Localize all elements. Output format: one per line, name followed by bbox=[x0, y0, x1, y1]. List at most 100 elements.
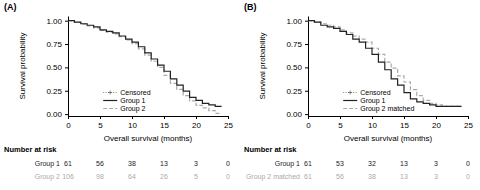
x-tick: 5 bbox=[338, 116, 343, 130]
legend-label: Censored bbox=[360, 89, 390, 96]
y-tick-mark bbox=[65, 114, 68, 115]
risk-count: 38 bbox=[368, 173, 376, 180]
risk-count: 64 bbox=[128, 173, 136, 180]
legend-swatch bbox=[103, 100, 117, 101]
survival-curve bbox=[308, 21, 462, 107]
y-axis: 0.00 0.25 0.50 0.75 1.00 bbox=[286, 17, 308, 120]
legend-label: Group 2 bbox=[120, 105, 145, 113]
x-tick-mark bbox=[340, 116, 341, 119]
y-tick-mark bbox=[305, 91, 308, 92]
risk-table-header: Number at risk bbox=[244, 145, 297, 154]
risk-row-label: Group 2 bbox=[35, 173, 60, 181]
y-tick-mark bbox=[65, 44, 68, 45]
x-tick: 10 bbox=[128, 116, 137, 130]
x-tick-mark bbox=[228, 116, 229, 119]
x-tick-mark bbox=[468, 116, 469, 119]
y-tick-label: 0.50 bbox=[46, 63, 62, 72]
y-tick-label: 0.25 bbox=[46, 87, 62, 96]
x-axis-line bbox=[309, 116, 469, 117]
x-tick: 0 bbox=[306, 116, 311, 130]
y-tick: 0.25 bbox=[46, 87, 68, 96]
legend-item: Group 2 bbox=[103, 105, 145, 113]
risk-count: 13 bbox=[160, 160, 168, 167]
x-tick-mark bbox=[372, 116, 373, 119]
legend-item: Group 1 bbox=[343, 97, 385, 105]
y-tick-label: 0.50 bbox=[286, 63, 302, 72]
risk-count: 0 bbox=[226, 160, 230, 167]
x-tick-label: 0 bbox=[66, 121, 71, 130]
y-tick-label: 1.00 bbox=[286, 17, 302, 26]
legend: CensoredGroup 1Group 2 bbox=[103, 89, 150, 113]
panel: (B)05101520250.000.250.500.751.00Overall… bbox=[244, 2, 473, 181]
y-axis: 0.000.250.500.751.00 bbox=[46, 17, 68, 120]
plot-area bbox=[68, 21, 222, 114]
y-tick-mark bbox=[65, 91, 68, 92]
y-tick-label: 0.75 bbox=[286, 40, 302, 49]
y-tick: 0.50 bbox=[46, 63, 68, 72]
x-tick-label: 15 bbox=[160, 121, 169, 130]
x-tick: 20 bbox=[192, 116, 201, 130]
legend-marker bbox=[348, 91, 352, 95]
risk-count: 32 bbox=[368, 160, 376, 167]
risk-count: 13 bbox=[400, 160, 408, 167]
y-tick-mark bbox=[65, 21, 68, 22]
y-axis-title: Survival probability bbox=[258, 32, 267, 99]
panel: (A)05101520250.000.250.500.751.00Overall… bbox=[4, 2, 233, 181]
y-tick-mark bbox=[305, 114, 308, 115]
y-tick: 0.75 bbox=[46, 40, 68, 49]
risk-row-label: Group 2 matched bbox=[246, 173, 300, 181]
legend-swatch bbox=[103, 108, 117, 109]
risk-count: 38 bbox=[128, 160, 136, 167]
legend-item: Group 1 bbox=[103, 97, 145, 105]
y-tick-label: 0.25 bbox=[286, 87, 302, 96]
y-tick: 0.50 bbox=[286, 63, 308, 72]
x-tick-label: 5 bbox=[98, 121, 103, 130]
legend-label: Group 2 matched bbox=[360, 105, 414, 113]
risk-count: 53 bbox=[336, 160, 344, 167]
y-tick: 0.75 bbox=[286, 40, 308, 49]
risk-table: Number at riskGroup 16156381330Group 210… bbox=[4, 145, 230, 181]
y-axis-line bbox=[68, 17, 69, 117]
x-tick: 25 bbox=[464, 116, 473, 130]
y-tick: 1.00 bbox=[286, 17, 308, 26]
y-axis-title: Survival probability bbox=[18, 32, 27, 99]
legend-label: Censored bbox=[120, 89, 150, 96]
x-tick-label: 5 bbox=[338, 121, 343, 130]
x-tick: 15 bbox=[160, 116, 169, 130]
y-tick-label: 0.00 bbox=[46, 110, 62, 119]
x-tick-mark bbox=[100, 116, 101, 119]
y-tick-mark bbox=[305, 67, 308, 68]
x-tick: 15 bbox=[400, 116, 409, 130]
panel-title: (A) bbox=[4, 2, 17, 12]
x-tick-mark bbox=[404, 116, 405, 119]
x-axis: 0510152025 bbox=[306, 116, 473, 130]
x-axis-title: Overall survival (months) bbox=[344, 134, 433, 143]
risk-count: 61 bbox=[304, 173, 312, 180]
x-tick-label: 20 bbox=[192, 121, 201, 130]
x-tick: 25 bbox=[224, 116, 233, 130]
x-tick: 20 bbox=[432, 116, 441, 130]
risk-count: 3 bbox=[434, 173, 438, 180]
risk-count: 13 bbox=[400, 173, 408, 180]
risk-count: 56 bbox=[336, 173, 344, 180]
y-tick: 0.25 bbox=[286, 87, 308, 96]
x-axis-line bbox=[69, 116, 229, 117]
legend-label: Group 1 bbox=[120, 97, 145, 105]
risk-count: 5 bbox=[194, 173, 198, 180]
legend-item: Censored bbox=[103, 89, 150, 96]
y-tick-label: 0.75 bbox=[46, 40, 62, 49]
y-tick-mark bbox=[305, 21, 308, 22]
risk-count: 98 bbox=[96, 173, 104, 180]
risk-count: 56 bbox=[96, 160, 104, 167]
x-tick-mark bbox=[196, 116, 197, 119]
plot-area bbox=[308, 21, 462, 107]
chart-svg: (A) 0 5 10 15 20 25 0.00 0.25 0.50 0.75 1.00 Overall… bbox=[0, 0, 480, 190]
risk-table-header: Number at risk bbox=[4, 145, 57, 154]
y-tick: 0.00 bbox=[286, 110, 308, 119]
x-tick: 0 bbox=[66, 116, 71, 130]
y-axis-line bbox=[308, 17, 309, 117]
risk-count: 0 bbox=[466, 173, 470, 180]
y-tick-label: 0.00 bbox=[286, 110, 302, 119]
x-tick: 5 bbox=[98, 116, 103, 130]
survival-curve bbox=[68, 21, 222, 114]
